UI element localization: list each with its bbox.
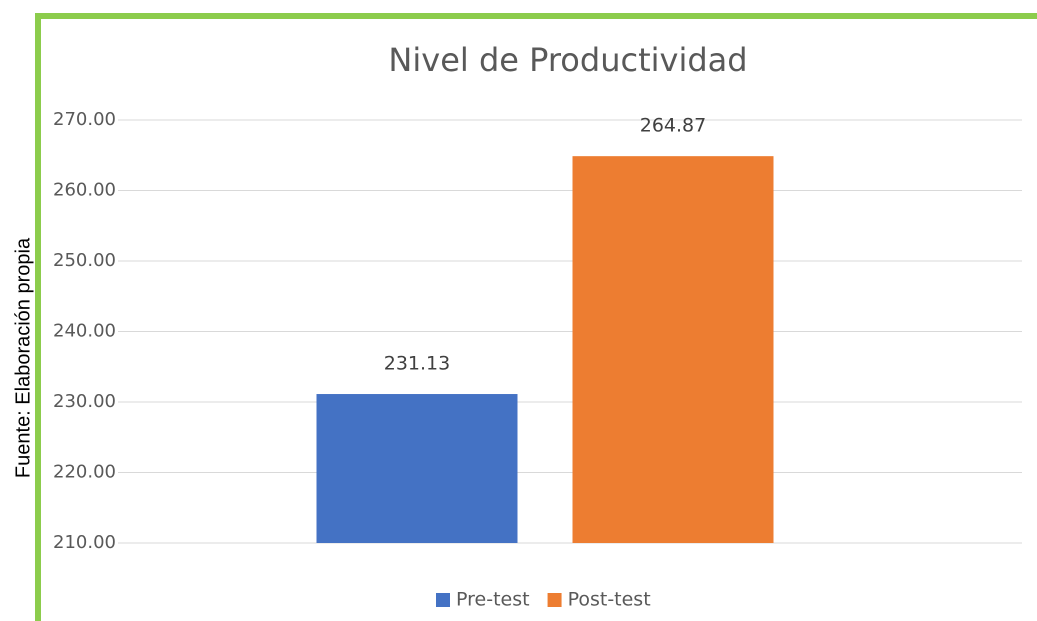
legend-swatch [547,593,562,607]
bar [316,394,518,543]
y-tick-label: 240.00 [53,321,116,342]
source-note: Fuente: Elaboración propia [12,237,34,478]
y-tick-label: 210.00 [53,532,116,553]
legend-swatch [436,593,450,607]
y-tick-label: 270.00 [53,109,116,130]
bar [572,156,774,543]
y-tick-label: 230.00 [53,391,116,412]
y-tick-label: 220.00 [53,462,116,483]
legend-label: Pre-test [456,589,530,611]
y-tick-label: 260.00 [53,180,116,201]
data-label: 264.87 [640,115,706,137]
chart-title: Nivel de Productividad [388,41,747,79]
legend-label: Post-test [568,589,651,611]
y-tick-label: 250.00 [53,250,116,271]
data-label: 231.13 [384,353,450,375]
